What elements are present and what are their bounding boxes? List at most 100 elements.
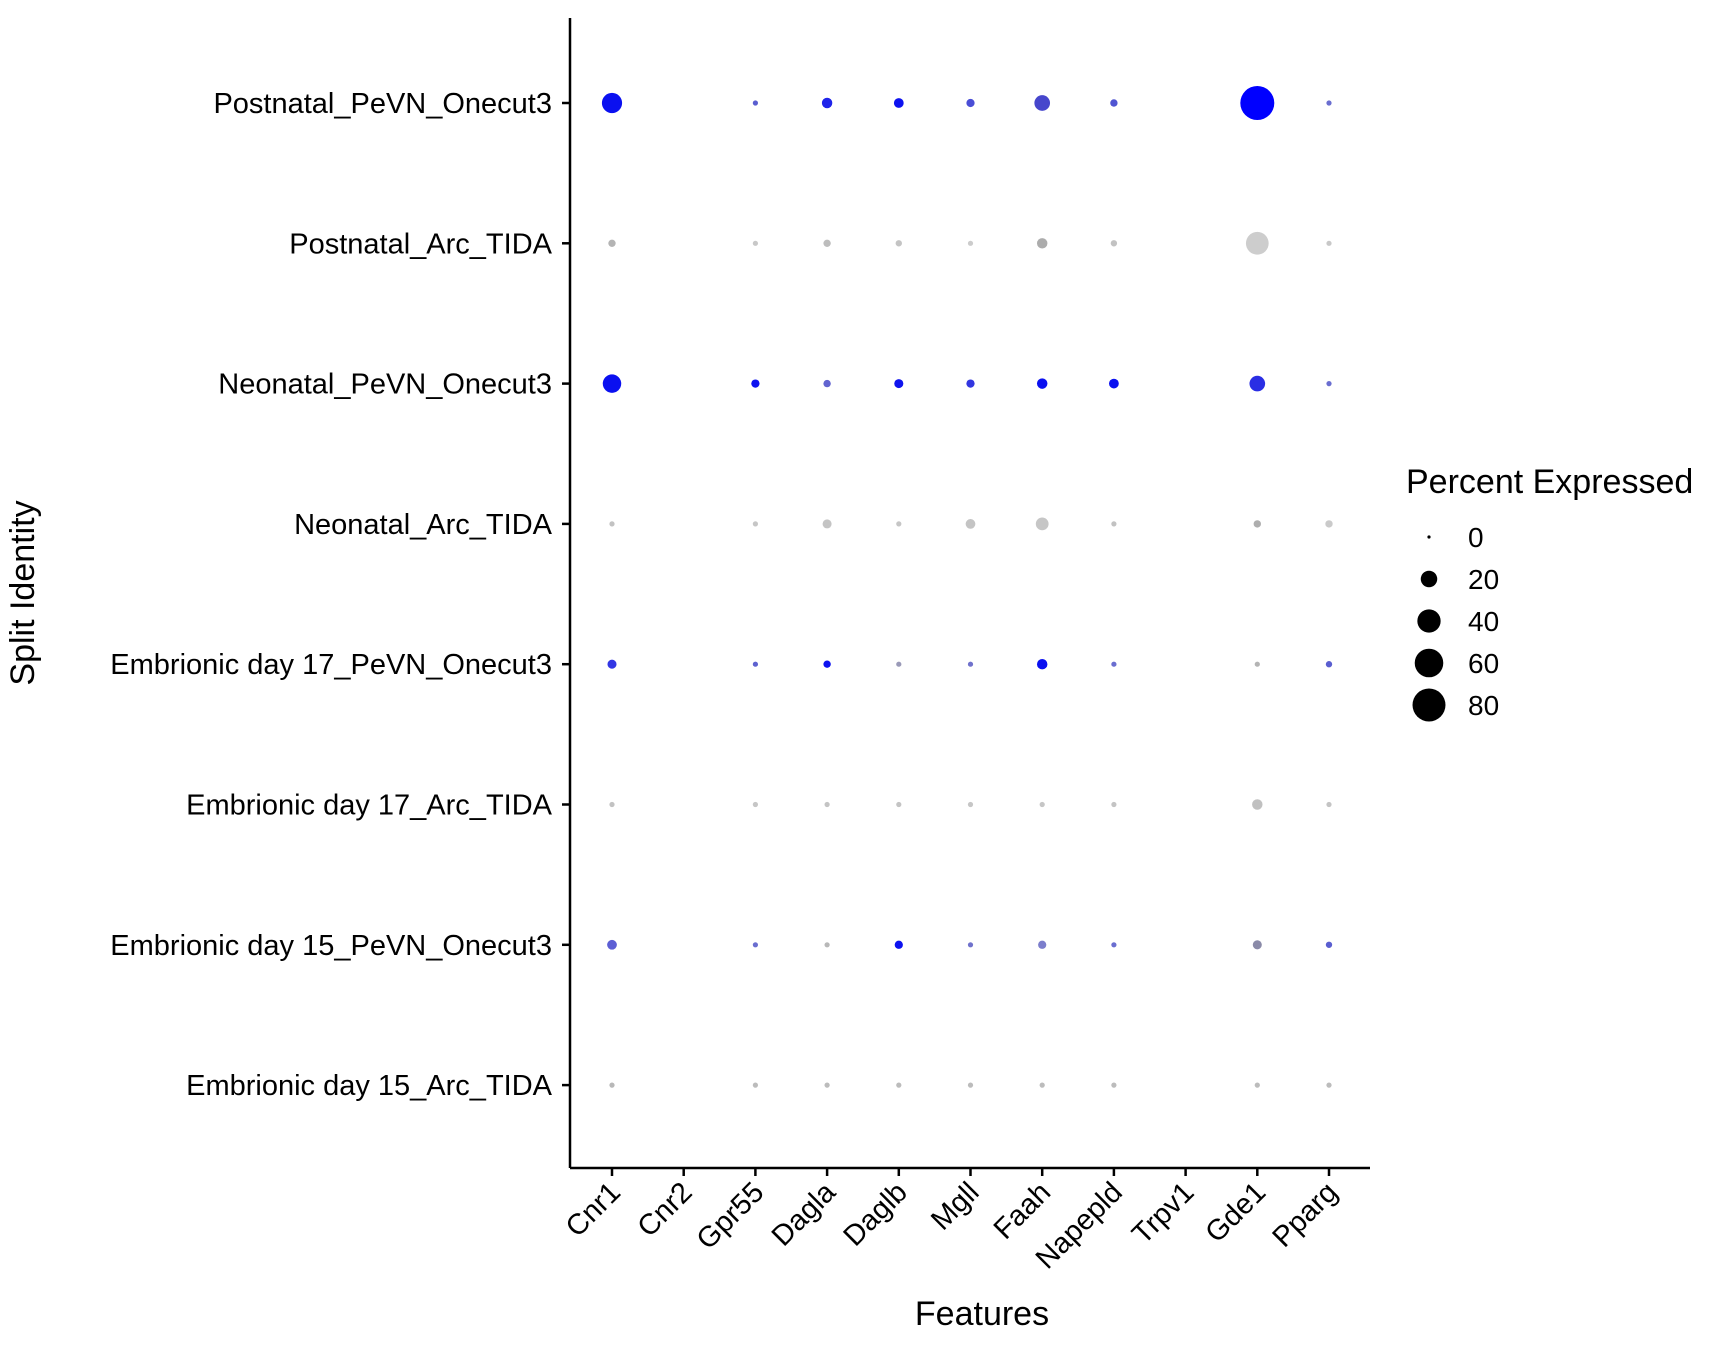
- dot-gpr55-row-7: [752, 942, 759, 948]
- dot-mgll-row-6: [967, 801, 974, 808]
- y-tick-label: Embrionic day 15_Arc_TIDA: [186, 1070, 553, 1102]
- dot-mgll-row-2: [967, 240, 974, 246]
- dot-gpr55-row-1: [752, 100, 759, 106]
- dot-pparg-row-7: [1325, 941, 1333, 948]
- dot-faah-row-1: [1034, 95, 1051, 111]
- dot-faah-row-3: [1036, 378, 1048, 389]
- dot-cnr1-row-3: [602, 374, 622, 393]
- dot-napepld-row-2: [1110, 240, 1118, 247]
- dot-napepld-row-6: [1111, 801, 1117, 808]
- x-tick-label: Trpv1: [1126, 1176, 1200, 1250]
- dot-mgll-row-7: [967, 942, 974, 948]
- dot-cnr1-row-8: [609, 1082, 615, 1088]
- y-tick-label: Postnatal_PeVN_Onecut3: [213, 88, 552, 120]
- dot-gde1-row-1: [1240, 86, 1275, 120]
- dot-dagla-row-6: [824, 801, 830, 808]
- dot-gde1-row-4: [1253, 520, 1261, 528]
- dot-gpr55-row-6: [752, 801, 759, 808]
- dot-gpr55-row-5: [752, 661, 759, 667]
- legend-dot: [1427, 535, 1431, 539]
- dot-daglb-row-8: [896, 1082, 902, 1088]
- dot-mgll-row-3: [966, 379, 975, 388]
- dot-napepld-row-5: [1111, 661, 1117, 667]
- dot-napepld-row-4: [1111, 521, 1117, 527]
- dot-mgll-row-8: [967, 1082, 974, 1088]
- x-axis-title: Features: [915, 1295, 1049, 1333]
- dot-napepld-row-1: [1110, 99, 1118, 107]
- x-tick-label: Cnr1: [560, 1176, 627, 1243]
- dot-mgll-row-5: [967, 661, 974, 667]
- dot-faah-row-8: [1039, 1082, 1045, 1088]
- y-tick-label: Neonatal_PeVN_Onecut3: [218, 369, 552, 401]
- y-tick-label: Postnatal_Arc_TIDA: [289, 228, 552, 260]
- dot-dagla-row-3: [823, 379, 831, 388]
- dot-mgll-row-4: [965, 519, 976, 529]
- dot-pparg-row-2: [1326, 240, 1332, 246]
- legend-dot: [1414, 648, 1444, 678]
- legend-label: 80: [1468, 690, 1499, 721]
- x-tick-label: Dagla: [766, 1176, 843, 1253]
- dot-dagla-row-7: [824, 942, 830, 948]
- dot-dagla-row-1: [821, 97, 833, 109]
- dot-gde1-row-2: [1245, 231, 1269, 255]
- y-axis-title: Split Identity: [4, 500, 42, 685]
- dot-pparg-row-8: [1326, 1082, 1332, 1088]
- dot-gde1-row-7: [1252, 940, 1262, 950]
- dot-gde1-row-5: [1254, 661, 1260, 667]
- x-tick-label: Gde1: [1199, 1176, 1272, 1249]
- dot-dagla-row-4: [822, 519, 832, 529]
- legend-label: 0: [1468, 522, 1484, 553]
- dot-daglb-row-4: [896, 521, 902, 527]
- data-points: [601, 86, 1333, 1088]
- size-legend: Percent Expressed 0 20 40 60 80: [1406, 463, 1693, 722]
- legend-items: 0 20 40 60 80: [1412, 522, 1499, 722]
- dot-cnr1-row-7: [607, 939, 617, 950]
- dot-pparg-row-1: [1326, 100, 1332, 106]
- x-tick-label: Cnr2: [632, 1176, 699, 1243]
- axes: [568, 18, 1370, 1170]
- dot-daglb-row-5: [896, 661, 902, 667]
- legend-label: 20: [1468, 564, 1499, 595]
- dot-daglb-row-6: [896, 801, 902, 808]
- dot-napepld-row-7: [1111, 942, 1117, 948]
- y-tick-label: Embrionic day 17_Arc_TIDA: [186, 790, 553, 822]
- dot-daglb-row-1: [893, 98, 904, 108]
- y-tick-label: Embrionic day 15_PeVN_Onecut3: [110, 930, 552, 962]
- dot-dagla-row-8: [824, 1082, 830, 1088]
- legend-label: 40: [1468, 606, 1499, 637]
- dot-daglb-row-7: [894, 940, 903, 949]
- y-tick-label: Neonatal_Arc_TIDA: [294, 509, 553, 541]
- x-tick-label: Mgll: [925, 1176, 985, 1236]
- dot-faah-row-5: [1036, 658, 1048, 670]
- dot-faah-row-2: [1036, 238, 1048, 249]
- legend-dot: [1412, 688, 1446, 722]
- legend-dot: [1417, 609, 1441, 633]
- dot-gpr55-row-4: [752, 521, 759, 527]
- dot-pparg-row-4: [1325, 520, 1333, 528]
- y-tick-label: Embrionic day 17_PeVN_Onecut3: [110, 649, 552, 681]
- dot-gpr55-row-2: [752, 240, 759, 246]
- dot-gpr55-row-8: [752, 1082, 759, 1088]
- dot-gpr55-row-3: [751, 379, 760, 388]
- dot-pparg-row-3: [1326, 380, 1332, 387]
- dot-cnr1-row-5: [607, 659, 617, 669]
- dot-daglb-row-2: [895, 240, 902, 247]
- dot-gde1-row-6: [1252, 799, 1263, 810]
- dot-dagla-row-5: [823, 660, 831, 668]
- x-tick-label: Pparg: [1267, 1176, 1344, 1253]
- dot-faah-row-4: [1035, 517, 1049, 531]
- dot-faah-row-6: [1039, 801, 1045, 808]
- dot-napepld-row-8: [1111, 1082, 1117, 1088]
- legend-dot: [1420, 570, 1438, 588]
- dot-pparg-row-5: [1325, 661, 1333, 668]
- x-tick-label: Gpr55: [691, 1176, 771, 1256]
- dot-napepld-row-3: [1109, 378, 1119, 389]
- dot-cnr1-row-6: [609, 801, 615, 808]
- dot-faah-row-7: [1038, 940, 1047, 949]
- dot-cnr1-row-4: [609, 521, 615, 527]
- y-axis-ticks: Postnatal_PeVN_Onecut3 Postnatal_Arc_TIDA…: [110, 88, 570, 1102]
- dot-cnr1-row-2: [608, 239, 616, 247]
